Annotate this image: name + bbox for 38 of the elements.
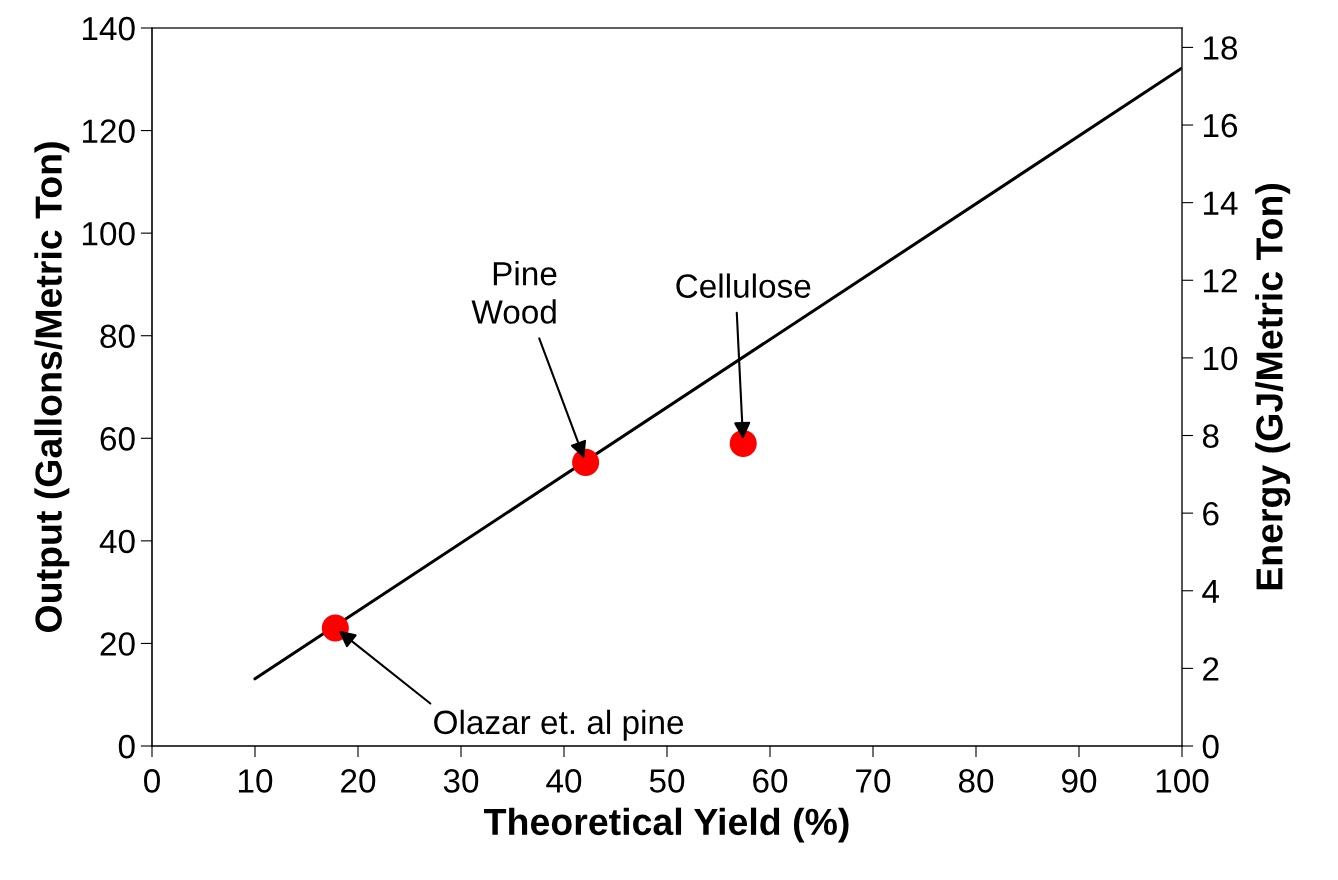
y2-tick-label: 6 [1203, 501, 1219, 526]
x-tick-label: 40 [546, 769, 582, 793]
annotation: Pine Wood [471, 261, 557, 324]
x-tick-label: 70 [856, 769, 891, 793]
y2-tick-label: 2 [1203, 657, 1219, 681]
annotation: Cellulose [676, 273, 811, 298]
y-tick-label: 60 [100, 427, 135, 451]
y2-tick-label: 16 [1203, 113, 1238, 138]
y2-tick-label: 8 [1202, 424, 1219, 448]
y-tick-label: 80 [100, 324, 135, 349]
x-tick-label: 80 [958, 769, 994, 793]
y2-tick-label: 0 [1202, 734, 1219, 759]
y2-axis-title: Energy (GJ/Metric Ton) [1255, 183, 1291, 590]
y2-tick-label: 10 [1203, 346, 1238, 371]
point [572, 448, 600, 476]
x-tick-label: 10 [239, 769, 273, 793]
y-tick-label: 120 [82, 119, 135, 143]
x-tick-label: 20 [341, 769, 376, 793]
x-tick-label: 60 [753, 769, 788, 793]
y2-tick-label: 12 [1203, 269, 1237, 293]
x-tick-label: 0 [144, 769, 160, 793]
y2-tick-label: 4 [1202, 579, 1220, 603]
x-tick-label: 50 [649, 769, 685, 793]
x-tick-label: 90 [1062, 769, 1097, 793]
y-tick-label: 20 [100, 632, 135, 656]
y-tick-label: 140 [82, 16, 135, 41]
point [729, 429, 757, 457]
y-tick-label: 100 [82, 221, 135, 246]
point [321, 614, 349, 642]
x-tick-label: 30 [443, 769, 479, 793]
y2-tick-label: 14 [1203, 191, 1238, 215]
y-tick-label: 0 [118, 734, 135, 759]
x-axis-title: Theoretical Yield (%) [484, 807, 849, 843]
x-tick-label: 100 [1156, 769, 1209, 793]
annotation: Olazar et. al pine [434, 709, 684, 741]
y2-tick-label: 18 [1203, 36, 1238, 60]
y-tick-label: 40 [99, 529, 135, 554]
y-axis-title: Output (Gallons/Metric Ton) [34, 142, 70, 632]
